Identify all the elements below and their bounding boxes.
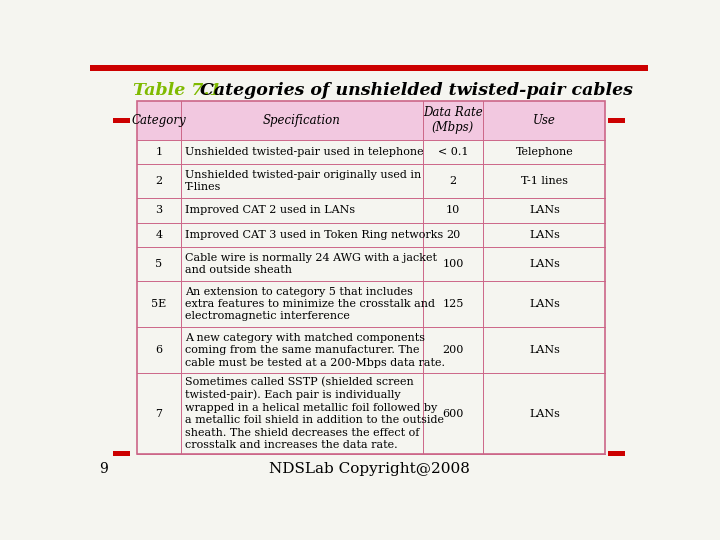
Text: A new category with matched components
coming from the same manufacturer. The
ca: A new category with matched components c… xyxy=(185,333,445,368)
Text: 5E: 5E xyxy=(151,299,166,309)
Bar xyxy=(90,65,648,71)
Text: T-1 lines: T-1 lines xyxy=(521,176,568,186)
Text: 10: 10 xyxy=(446,205,460,215)
Text: Use: Use xyxy=(533,114,556,127)
Bar xyxy=(137,101,606,454)
Text: 2: 2 xyxy=(449,176,456,186)
Text: NDSLab Copyright@2008: NDSLab Copyright@2008 xyxy=(269,462,469,476)
Text: LANs: LANs xyxy=(529,345,560,355)
Bar xyxy=(608,451,625,456)
Text: Categories of unshielded twisted-pair cables: Categories of unshielded twisted-pair ca… xyxy=(189,82,634,99)
Text: Unshielded twisted-pair used in telephone: Unshielded twisted-pair used in telephon… xyxy=(185,147,423,157)
Text: 1: 1 xyxy=(156,147,162,157)
Text: LANs: LANs xyxy=(529,299,560,309)
Text: 2: 2 xyxy=(156,176,162,186)
Text: 600: 600 xyxy=(442,409,464,419)
Text: Improved CAT 2 used in LANs: Improved CAT 2 used in LANs xyxy=(185,205,355,215)
Text: LANs: LANs xyxy=(529,259,560,269)
Text: Data Rate
(Mbps): Data Rate (Mbps) xyxy=(423,106,483,134)
Text: 200: 200 xyxy=(442,345,464,355)
Text: Table 7.1: Table 7.1 xyxy=(132,82,221,99)
Text: LANs: LANs xyxy=(529,230,560,240)
Text: An extension to category 5 that includes
extra features to minimize the crosstal: An extension to category 5 that includes… xyxy=(185,287,435,321)
Text: LANs: LANs xyxy=(529,205,560,215)
Text: Cable wire is normally 24 AWG with a jacket
and outside sheath: Cable wire is normally 24 AWG with a jac… xyxy=(185,253,437,275)
Text: 100: 100 xyxy=(442,259,464,269)
Text: 20: 20 xyxy=(446,230,460,240)
Bar xyxy=(113,118,130,123)
Text: 6: 6 xyxy=(156,345,162,355)
Text: 3: 3 xyxy=(156,205,162,215)
Text: Unshielded twisted-pair originally used in
T-lines: Unshielded twisted-pair originally used … xyxy=(185,170,421,192)
Text: Improved CAT 3 used in Token Ring networks: Improved CAT 3 used in Token Ring networ… xyxy=(185,230,444,240)
Text: Category: Category xyxy=(132,114,186,127)
Text: 5: 5 xyxy=(156,259,162,269)
Bar xyxy=(113,451,130,456)
Text: < 0.1: < 0.1 xyxy=(438,147,468,157)
Bar xyxy=(608,118,625,123)
Text: 7: 7 xyxy=(156,409,162,419)
Text: 125: 125 xyxy=(442,299,464,309)
Text: Specification: Specification xyxy=(263,114,341,127)
Text: 9: 9 xyxy=(99,462,108,476)
Text: Telephone: Telephone xyxy=(516,147,573,157)
Text: 4: 4 xyxy=(156,230,162,240)
Text: Sometimes called SSTP (shielded screen
twisted-pair). Each pair is individually
: Sometimes called SSTP (shielded screen t… xyxy=(185,377,444,450)
Text: LANs: LANs xyxy=(529,409,560,419)
Bar xyxy=(137,101,606,140)
